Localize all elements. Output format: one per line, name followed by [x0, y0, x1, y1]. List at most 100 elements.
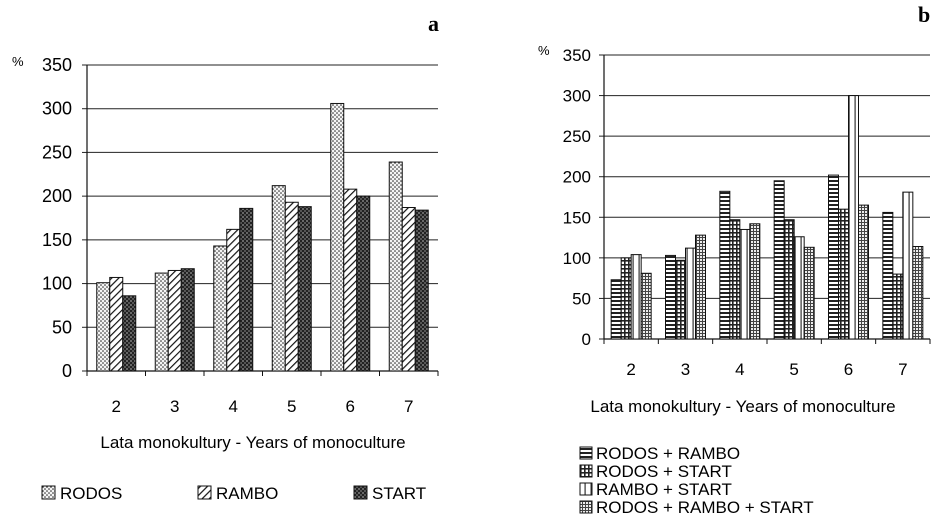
bar-rodos-7 [388, 161, 403, 372]
x-tick-label: 6 [346, 397, 355, 416]
panel-b-ylabel: % [538, 43, 550, 58]
bar-rodos-rambo-start-7 [912, 245, 924, 340]
x-tick-label: 4 [735, 360, 744, 379]
legend-label-rambo: RAMBO [216, 484, 278, 503]
bar-start-7 [414, 209, 429, 372]
legend-b: RODOS + RAMBO RODOS + START RAMBO + STAR… [579, 444, 814, 517]
bar-rambo-start-7 [902, 191, 914, 340]
bar-start-6 [356, 195, 371, 372]
y-tick-label: 50 [572, 289, 591, 308]
legend-label-rambo-start: RAMBO + START [596, 480, 732, 499]
y-tick-label: 0 [62, 361, 72, 381]
legend-label-rodos-rambo: RODOS + RAMBO [596, 444, 740, 463]
bar-rodos-rambo-start-6 [858, 204, 869, 340]
bar-rodos-rambo-6 [828, 174, 839, 340]
bar-rodos-3 [154, 272, 169, 372]
bar-rodos-start-4 [729, 219, 741, 340]
bar-rambo-2 [109, 276, 124, 372]
bar-rodos-start-6 [838, 208, 849, 340]
bar-rodos-rambo-3 [665, 254, 676, 340]
legend-swatch-rodos-rambo [579, 446, 593, 460]
legend-swatch-rodos-rambo-start [579, 500, 593, 514]
bar-rodos-start-3 [675, 259, 686, 340]
x-tick-label: 7 [404, 397, 413, 416]
legend-swatch-rodos-start [579, 464, 593, 478]
y-tick-label: 250 [563, 127, 591, 146]
legend-swatch-rodos [41, 485, 56, 500]
legend-b-item-rodos-rambo: RODOS + RAMBO [579, 444, 740, 463]
x-tick-label: 7 [898, 360, 907, 379]
bar-rodos-rambo-4 [719, 190, 731, 340]
bar-rambo-6 [343, 188, 358, 372]
legend-a-item-rodos: RODOS [41, 484, 122, 503]
bar-rambo-start-2 [630, 254, 642, 340]
bar-rambo-5 [284, 201, 299, 372]
legend-swatch-rambo [197, 485, 212, 500]
legend-label-rodos-start: RODOS + START [596, 462, 732, 481]
legend-label-rodos-rambo-start: RODOS + RAMBO + START [596, 498, 814, 517]
x-tick-label: 2 [626, 360, 635, 379]
bar-rodos-rambo-5 [773, 180, 785, 340]
y-tick-label: 200 [42, 186, 72, 206]
legend-a-item-rambo: RAMBO [197, 484, 278, 503]
y-tick-label: 350 [563, 46, 591, 65]
bar-start-3 [180, 268, 195, 372]
x-tick-label: 5 [789, 360, 798, 379]
legend-swatch-start [353, 485, 368, 500]
x-tick-label: 2 [112, 397, 121, 416]
x-tick-label: 5 [287, 397, 296, 416]
bar-rambo-start-5 [793, 236, 805, 340]
legend-swatch-rambo-start [579, 482, 593, 496]
bar-rodos-4 [213, 245, 228, 372]
legend-b-item-rodos-rambo-start: RODOS + RAMBO + START [579, 498, 814, 517]
bar-rambo-7 [401, 207, 416, 372]
bar-rodos-6 [330, 102, 345, 372]
bar-rodos-rambo-start-5 [803, 246, 815, 340]
chart-b: 0 50 100 150 200 250 300 350 2 3 4 5 6 7 [563, 46, 931, 379]
bar-rodos-rambo-7 [882, 211, 894, 340]
panel-a-letter: a [428, 11, 439, 36]
legend-b-item-rodos-start: RODOS + START [579, 462, 732, 481]
bar-rodos-rambo-start-3 [695, 234, 706, 340]
y-tick-label: 300 [563, 87, 591, 106]
chart-a: 0 50 100 150 200 250 300 350 2 3 4 5 6 7 [42, 55, 439, 416]
y-tick-label: 100 [42, 274, 72, 294]
legend-a-item-start: START [353, 484, 426, 503]
bar-rambo-3 [167, 269, 182, 372]
bar-rambo-start-4 [739, 228, 751, 340]
y-tick-label: 50 [52, 317, 72, 337]
bar-start-2 [122, 295, 137, 372]
legend-b-item-rambo-start: RAMBO + START [579, 480, 732, 499]
bar-rambo-start-3 [685, 247, 696, 340]
bar-start-5 [297, 206, 312, 372]
panel-b-letter: b [918, 2, 930, 27]
bar-rambo-4 [226, 228, 241, 372]
y-tick-label: 200 [563, 168, 591, 187]
y-tick-label: 350 [42, 55, 72, 75]
y-tick-label: 100 [563, 249, 591, 268]
bar-rambo-start-6 [848, 95, 859, 340]
bar-rodos-2 [96, 282, 111, 372]
panel-b-xlabel: Lata monokultury - Years of monoculture [590, 397, 895, 416]
y-tick-label: 0 [582, 330, 591, 349]
bar-rodos-rambo-start-4 [749, 223, 761, 340]
y-tick-label: 150 [42, 230, 72, 250]
panel-a-ylabel: % [12, 54, 24, 69]
bar-rodos-rambo-start-2 [640, 272, 652, 340]
x-tick-label: 6 [844, 360, 853, 379]
x-tick-label: 3 [681, 360, 690, 379]
legend-label-rodos: RODOS [60, 484, 122, 503]
panel-a-xlabel: Lata monokultury - Years of monoculture [100, 433, 405, 452]
bar-rodos-rambo-2 [610, 279, 622, 340]
bar-rodos-start-5 [783, 219, 795, 340]
bar-start-4 [239, 207, 254, 372]
y-tick-label: 250 [42, 142, 72, 162]
bar-rodos-5 [271, 185, 286, 372]
bar-rodos-start-2 [620, 257, 632, 340]
legend-label-start: START [372, 484, 426, 503]
x-tick-label: 3 [170, 397, 179, 416]
legend-a: RODOS RAMBO START [41, 484, 426, 503]
y-tick-label: 150 [563, 208, 591, 227]
bar-rodos-start-7 [892, 273, 904, 340]
